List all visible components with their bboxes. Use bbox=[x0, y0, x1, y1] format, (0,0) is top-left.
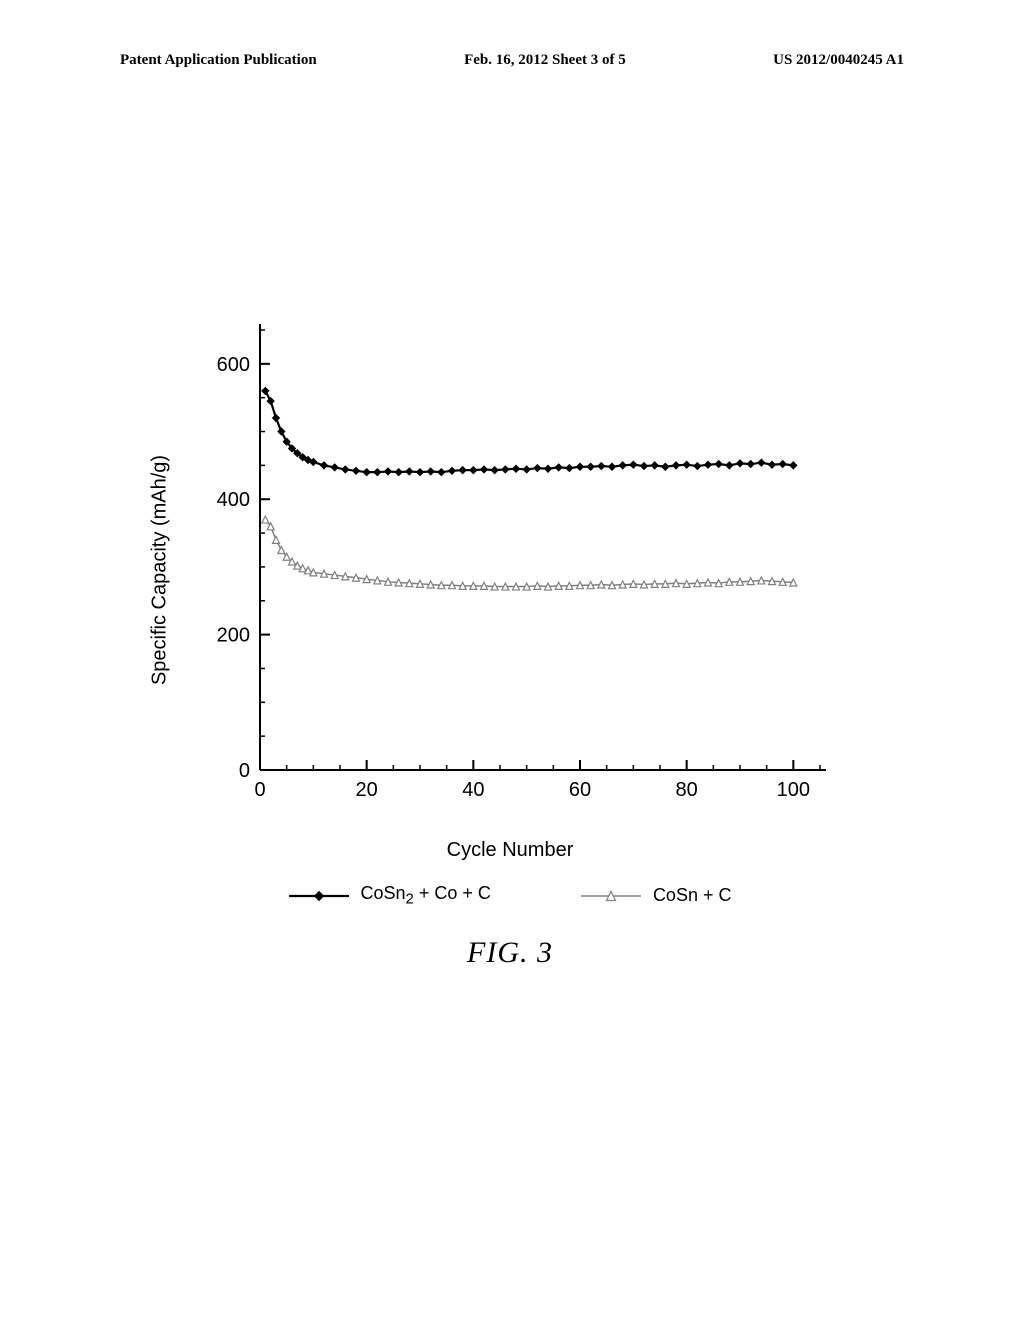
figure-caption: FIG. 3 bbox=[467, 936, 553, 970]
svg-text:60: 60 bbox=[569, 779, 591, 801]
svg-text:40: 40 bbox=[462, 779, 484, 801]
svg-text:80: 80 bbox=[676, 779, 698, 801]
svg-text:0: 0 bbox=[254, 779, 265, 801]
svg-text:200: 200 bbox=[217, 625, 250, 647]
legend-item-cosn2: CoSn2 + Co + C bbox=[289, 883, 491, 908]
y-axis-label: Specific Capacity (mAh/g) bbox=[149, 455, 172, 685]
header-left: Patent Application Publication bbox=[120, 52, 317, 69]
svg-text:20: 20 bbox=[356, 779, 378, 801]
chart-canvas: 0 20 40 60 80 100 0 200 400 600 bbox=[200, 320, 830, 820]
legend-item-cosn: CoSn + C bbox=[581, 883, 732, 908]
legend-label-1: CoSn2 + Co + C bbox=[361, 883, 491, 908]
header-center: Feb. 16, 2012 Sheet 3 of 5 bbox=[464, 52, 626, 69]
x-axis-label: Cycle Number bbox=[447, 839, 574, 862]
capacity-chart: Specific Capacity (mAh/g) 02040608010002… bbox=[200, 320, 820, 820]
page-header: Patent Application Publication Feb. 16, … bbox=[0, 52, 1024, 69]
chart-legend: CoSn2 + Co + C CoSn + C bbox=[200, 883, 820, 908]
legend-swatch-1 bbox=[289, 889, 349, 903]
svg-text:0: 0 bbox=[239, 760, 250, 782]
svg-text:400: 400 bbox=[217, 489, 250, 511]
legend-swatch-2 bbox=[581, 889, 641, 903]
header-right: US 2012/0040245 A1 bbox=[773, 52, 904, 69]
svg-text:600: 600 bbox=[217, 354, 250, 376]
legend-label-2: CoSn + C bbox=[653, 885, 732, 906]
svg-text:100: 100 bbox=[777, 779, 810, 801]
